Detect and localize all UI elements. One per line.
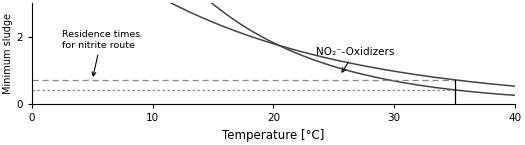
Y-axis label: Minimum sludge: Minimum sludge bbox=[4, 13, 14, 94]
Text: Residence times
for nitrite route: Residence times for nitrite route bbox=[62, 30, 140, 76]
X-axis label: Temperature [°C]: Temperature [°C] bbox=[222, 128, 324, 142]
Text: NO₂⁻-Oxidizers: NO₂⁻-Oxidizers bbox=[316, 47, 394, 72]
